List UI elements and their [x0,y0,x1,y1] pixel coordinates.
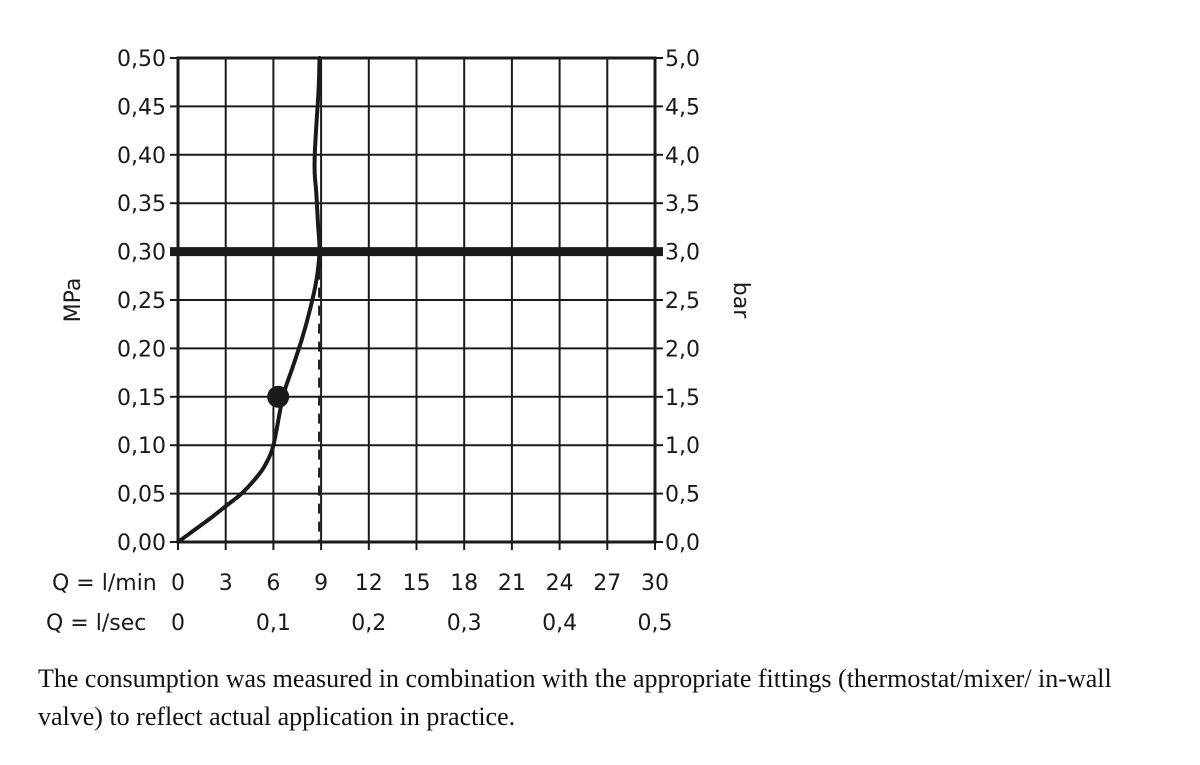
x-lsec-tick-label: 0,1 [256,611,291,636]
x-axis-lsec-label: Q = l/sec [46,611,146,636]
x-lmin-tick-label: 27 [593,571,621,596]
right-axis-ticks: 0,0 0,5 1,0 1,5 2,0 2,5 3,0 3,5 4,0 4,5 5,0 [655,47,700,556]
x-lmin-tick-label: 24 [546,571,574,596]
series-layer [176,56,322,544]
x-lsec-tick-label: 0,5 [638,611,673,636]
x-axis-lmin-label: Q = l/min [52,571,157,596]
grid [177,57,656,543]
x-lmin-tick-label: 6 [266,571,280,596]
left-tick-label: 0,25 [117,289,166,314]
right-tick-label: 1,5 [665,386,700,411]
left-tick-label: 0,35 [117,192,166,217]
left-tick-label: 0,05 [117,483,166,508]
left-axis-title: MPa [61,278,86,323]
caption: The consumption was measured in combinat… [38,664,1112,731]
flow-curve [176,56,322,544]
right-tick-label: 2,5 [665,289,700,314]
x-lmin-tick-label: 3 [219,571,233,596]
right-tick-label: 4,5 [665,95,700,120]
x-lmin-tick-label: 18 [450,571,478,596]
left-tick-label: 0,50 [117,47,166,72]
x-lsec-tick-label: 0,2 [351,611,386,636]
right-tick-label: 4,0 [665,144,700,169]
right-tick-label: 5,0 [665,47,700,72]
left-tick-label: 0,40 [117,144,166,169]
left-tick-label: 0,20 [117,337,166,362]
left-axis-ticks: 0,00 0,05 0,10 0,15 0,20 0,25 0,30 0,35 0,40 0,45… [117,47,178,556]
x-lmin-tick-label: 30 [641,571,669,596]
reference-layer [170,247,663,542]
right-tick-label: 1,0 [665,434,700,459]
left-tick-label: 0,30 [117,241,166,266]
right-tick-label: 3,5 [665,192,700,217]
x-lmin-tick-label: 9 [314,571,328,596]
x-lsec-tick-label: 0,3 [447,611,482,636]
left-tick-label: 0,45 [117,95,166,120]
x-lmin-tick-label: 0 [171,571,185,596]
right-tick-label: 2,0 [665,337,700,362]
x-lsec-tick-label: 0,4 [542,611,577,636]
x-lmin-tick-label: 12 [355,571,383,596]
bottom-axis-ticks: 0 3 6 9 12 15 18 21 24 27 30 0 0,1 0,2 0,3 0,4 0,5 [171,542,673,636]
left-tick-label: 0,15 [117,386,166,411]
left-tick-label: 0,00 [117,531,166,556]
x-lsec-tick-label: 0 [171,611,185,636]
x-lmin-tick-label: 15 [403,571,431,596]
right-tick-label: 0,0 [665,531,700,556]
flow-pressure-chart: 0,000,050,100,150,200,250,300,350,400,45… [46,47,753,636]
x-lmin-tick-label: 21 [498,571,526,596]
right-tick-label: 0,5 [665,483,700,508]
label-layer: MPa bar Q = l/min Q = l/sec [46,278,753,636]
right-axis-title: bar [728,282,753,319]
right-tick-label: 3,0 [665,241,700,266]
operating-point-marker [267,385,290,408]
left-tick-label: 0,10 [117,434,166,459]
